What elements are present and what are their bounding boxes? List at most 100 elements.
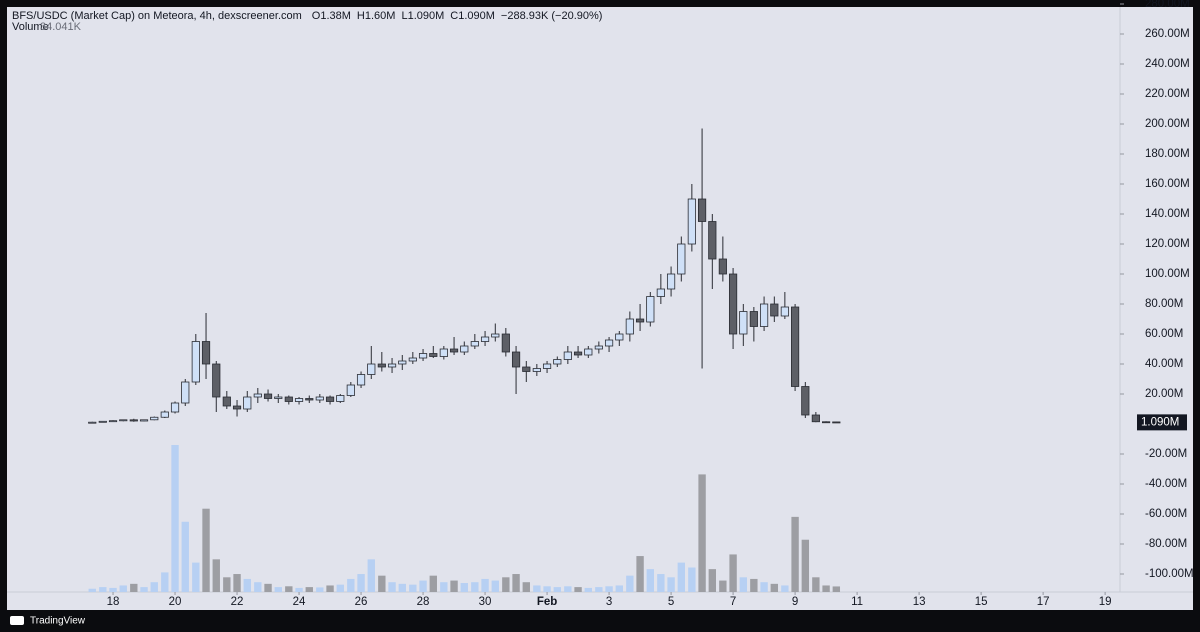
volume-bar [419, 580, 427, 592]
candle-body [532, 368, 541, 372]
candle-body [356, 374, 366, 386]
candle-body [801, 386, 810, 416]
y-tick-label: 220.00M [1145, 88, 1190, 100]
candle-body [739, 311, 748, 335]
x-tick-label: 19 [1099, 596, 1112, 608]
volume-bar [615, 585, 623, 592]
volume-bar [719, 580, 727, 592]
y-tick-label: 40.00M [1145, 358, 1183, 370]
volume-bar [347, 578, 355, 592]
volume-bar [264, 583, 272, 592]
candle-body [759, 303, 769, 327]
volume-bar [595, 587, 603, 592]
candle-body [625, 318, 634, 335]
candle-body [336, 395, 345, 402]
brand-logo [10, 616, 24, 625]
volume-bar [305, 587, 313, 592]
volume-bar [285, 586, 293, 592]
candle-body [170, 402, 180, 413]
volume-bar [605, 586, 613, 592]
x-tick-label: 3 [606, 596, 612, 608]
x-tick-label: 26 [355, 596, 368, 608]
candle-body [398, 360, 407, 365]
volume-bar [171, 445, 179, 592]
candle-body [635, 318, 645, 323]
candle-body [222, 396, 231, 407]
volume-bar [512, 574, 520, 592]
candle-body [191, 341, 200, 383]
candle-body [387, 363, 397, 368]
x-tick-label: 30 [479, 596, 492, 608]
candle-body [594, 345, 603, 350]
volume-bar [181, 521, 189, 592]
y-tick-label: 80.00M [1145, 298, 1183, 310]
candle-body [243, 396, 252, 410]
legend-item: −288.93K (−20.90%) [501, 10, 603, 22]
candle-body [119, 419, 128, 422]
brand: TradingView [30, 616, 86, 627]
volume-bar [450, 580, 458, 592]
volume-bar [698, 474, 706, 592]
volume-bar [574, 587, 582, 592]
candle-body [656, 288, 665, 297]
volume-bar [140, 587, 148, 592]
candle-body [294, 398, 304, 402]
y-tick-label: 200.00M [1145, 118, 1190, 130]
candle-body [646, 296, 655, 323]
volume-bar [223, 577, 231, 592]
volume-bar [274, 587, 282, 592]
candle-body [480, 336, 490, 342]
candle-body [708, 221, 717, 260]
candle-body [770, 303, 779, 317]
x-tick-label: 7 [730, 596, 736, 608]
candle-body [573, 351, 583, 356]
candle-body [811, 414, 820, 423]
candle-body [408, 357, 417, 362]
chart-background [7, 7, 1193, 610]
last-price-label: 1.090M [1141, 416, 1179, 428]
legend-item: O1.38M [312, 10, 351, 22]
y-tick-label: 280.00M [1145, 0, 1190, 10]
volume-bar [254, 582, 262, 592]
volume-bar [564, 586, 572, 592]
x-tick-label: Feb [537, 596, 557, 608]
candle-body [460, 345, 469, 353]
axes: -100.00M -80.00M -60.00M -40.00M -20.00M 20.0… [107, 0, 1194, 608]
y-tick-label: 160.00M [1145, 178, 1190, 190]
volume-bar [192, 562, 200, 592]
volume-bar [409, 584, 417, 592]
candle-body [253, 393, 262, 398]
volume-bar [471, 582, 479, 592]
y-tick-label: 260.00M [1145, 28, 1190, 40]
candle-body [129, 419, 138, 422]
volume-bar [708, 569, 717, 592]
candle-body [728, 273, 738, 335]
candle-body [439, 348, 448, 357]
candle-body [718, 258, 727, 275]
volume-bar [481, 578, 489, 592]
candle-body [449, 348, 459, 353]
volume-bar [770, 583, 779, 592]
volume-bar [388, 582, 396, 592]
volume-value: 34.041K [40, 21, 82, 33]
volume-bar [202, 508, 210, 592]
volume-bar [812, 577, 820, 592]
candle-body [584, 348, 593, 356]
volume-bar [688, 567, 696, 592]
x-tick-label: 17 [1037, 596, 1050, 608]
legend-item: H1.60M [357, 10, 396, 22]
y-tick-label: 60.00M [1145, 328, 1183, 340]
y-tick-label: 140.00M [1145, 208, 1190, 220]
volume-bar [584, 587, 592, 592]
candles [88, 128, 841, 424]
y-tick-label: 240.00M [1145, 58, 1190, 70]
candle-body [201, 341, 211, 365]
candle-body [491, 333, 500, 338]
candle-body [418, 353, 428, 359]
volume-bar [822, 585, 830, 592]
candle-body [429, 353, 438, 357]
volume-bar [522, 582, 530, 592]
x-tick-label: 13 [913, 596, 926, 608]
candle-body [501, 333, 510, 353]
